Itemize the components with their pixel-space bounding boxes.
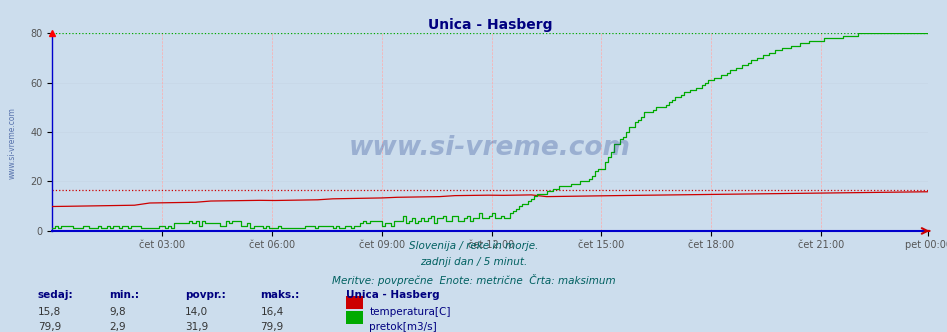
Text: temperatura[C]: temperatura[C] bbox=[369, 307, 451, 317]
Text: Slovenija / reke in morje.: Slovenija / reke in morje. bbox=[409, 241, 538, 251]
Text: 79,9: 79,9 bbox=[38, 322, 62, 332]
Text: pretok[m3/s]: pretok[m3/s] bbox=[369, 322, 438, 332]
Text: sedaj:: sedaj: bbox=[38, 290, 74, 300]
Title: Unica - Hasberg: Unica - Hasberg bbox=[428, 18, 552, 32]
Text: povpr.:: povpr.: bbox=[185, 290, 225, 300]
Text: www.si-vreme.com: www.si-vreme.com bbox=[8, 107, 17, 179]
Text: 79,9: 79,9 bbox=[260, 322, 284, 332]
Text: min.:: min.: bbox=[109, 290, 139, 300]
Text: zadnji dan / 5 minut.: zadnji dan / 5 minut. bbox=[420, 257, 527, 267]
Text: 14,0: 14,0 bbox=[185, 307, 207, 317]
Text: 15,8: 15,8 bbox=[38, 307, 62, 317]
Text: www.si-vreme.com: www.si-vreme.com bbox=[349, 135, 631, 161]
Text: Unica - Hasberg: Unica - Hasberg bbox=[346, 290, 439, 300]
Text: 31,9: 31,9 bbox=[185, 322, 208, 332]
Text: maks.:: maks.: bbox=[260, 290, 299, 300]
Text: 2,9: 2,9 bbox=[109, 322, 126, 332]
Text: 9,8: 9,8 bbox=[109, 307, 126, 317]
Text: 16,4: 16,4 bbox=[260, 307, 284, 317]
Text: Meritve: povprečne  Enote: metrične  Črta: maksimum: Meritve: povprečne Enote: metrične Črta:… bbox=[331, 274, 616, 286]
